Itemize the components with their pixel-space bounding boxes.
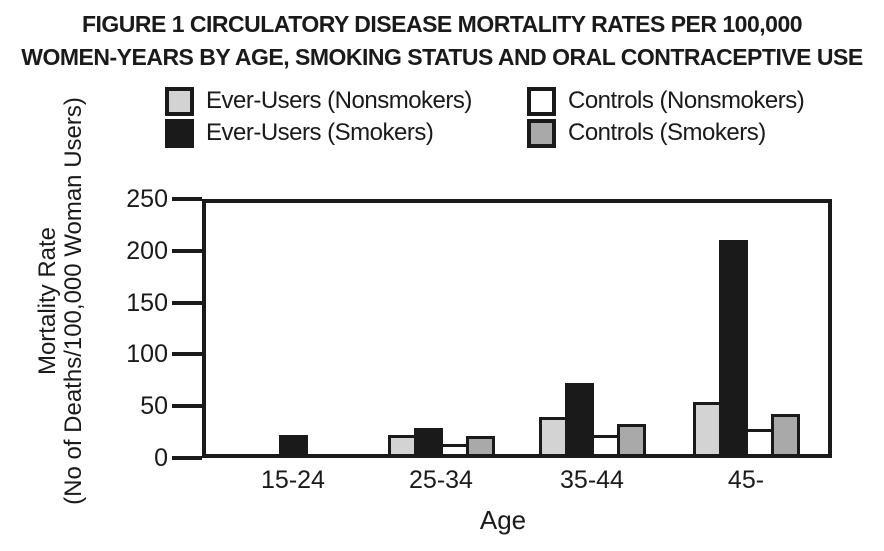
y-tick-label: 0	[154, 444, 168, 472]
legend-label: Ever-Users (Nonsmokers)	[206, 87, 472, 114]
y-axis-title-line2: (No of Deaths/100,000 Woman Users)	[60, 97, 87, 505]
legend-swatch	[165, 118, 194, 148]
bar-group	[233, 435, 353, 454]
legend-item: Controls (Smokers)	[527, 117, 804, 149]
figure-title-line2: WOMEN-YEARS BY AGE, SMOKING STATUS AND O…	[21, 44, 863, 70]
legend-item: Controls (Nonsmokers)	[527, 85, 805, 117]
x-tick-label: 15-24	[261, 466, 325, 494]
bar	[278, 435, 308, 454]
bar	[538, 417, 568, 454]
bar	[387, 435, 417, 454]
figure-title-line1: FIGURE 1 CIRCULATORY DISEASE MORTALITY R…	[81, 11, 803, 37]
bar	[744, 429, 774, 454]
y-axis-title-line1: Mortality Rate	[34, 226, 61, 376]
bar	[692, 402, 722, 454]
bar	[590, 435, 620, 454]
legend-swatch	[527, 118, 556, 148]
y-tick-mark	[172, 404, 202, 409]
y-tick-mark	[172, 300, 202, 305]
y-axis-title: Mortality Rate (No of Deaths/100,000 Wom…	[34, 86, 87, 516]
y-tick-mark	[172, 248, 202, 253]
legend-label: Controls (Smokers)	[568, 119, 766, 146]
bar	[413, 428, 443, 454]
bar-group	[532, 383, 652, 454]
bar	[439, 444, 469, 454]
bar	[465, 436, 495, 454]
y-tick-label: 250	[126, 185, 168, 213]
x-tick-label: 45-	[727, 466, 765, 494]
legend-item: Ever-Users (Smokers)	[165, 117, 527, 149]
chart-legend: Ever-Users (Nonsmokers) Controls (Nonsmok…	[165, 85, 805, 149]
legend-swatch	[165, 86, 194, 116]
legend-label: Ever-Users (Smokers)	[206, 119, 434, 146]
figure-title: FIGURE 1 CIRCULATORY DISEASE MORTALITY R…	[0, 8, 884, 74]
y-tick-mark	[172, 352, 202, 357]
bar-group	[381, 428, 501, 454]
plot-area	[202, 199, 832, 458]
legend-item: Ever-Users (Nonsmokers)	[165, 85, 527, 117]
bar	[718, 240, 748, 454]
y-tick-label: 100	[126, 340, 168, 369]
legend-swatch	[527, 86, 556, 116]
x-tick-label: 25-34	[409, 466, 473, 494]
bar-group	[686, 240, 806, 454]
y-tick-mark	[172, 197, 202, 201]
y-tick-label: 50	[140, 392, 168, 421]
y-tick-label: 150	[126, 288, 168, 317]
bar	[616, 424, 646, 454]
y-tick-mark	[172, 456, 202, 460]
x-axis-title: Age	[479, 505, 527, 535]
bar	[770, 414, 800, 454]
legend-label: Controls (Nonsmokers)	[568, 87, 805, 114]
y-tick-label: 200	[126, 236, 168, 265]
x-tick-label: 35-44	[560, 466, 624, 494]
bar	[564, 383, 594, 454]
